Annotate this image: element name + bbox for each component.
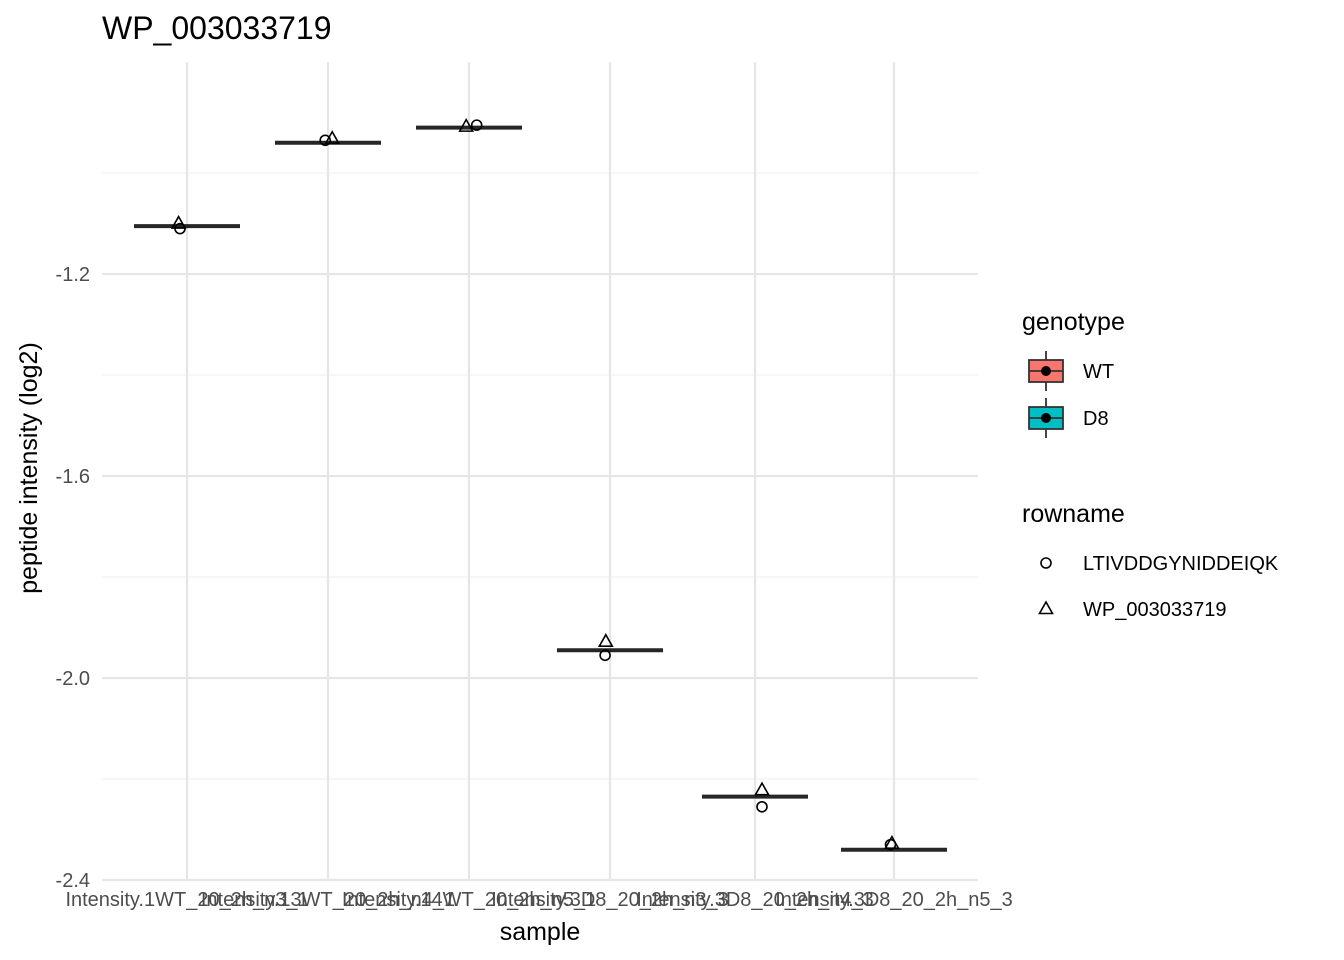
point-circle xyxy=(599,649,611,662)
x-tick-label: Intensity.3D8_20_2h_n3_3 xyxy=(491,889,729,911)
legend-genotype: genotype WT D8 xyxy=(1022,308,1125,438)
grid xyxy=(102,62,978,882)
y-tick-label: -2.0 xyxy=(56,668,90,690)
legend-key-triangle xyxy=(1038,600,1054,615)
legend-title: genotype xyxy=(1022,308,1125,336)
point-triangle xyxy=(754,781,770,796)
legend-label: LTIVDDGYNIDDEIQK xyxy=(1083,553,1279,575)
chart-title: WP_003033719 xyxy=(102,10,332,46)
y-tick-label: -2.4 xyxy=(56,870,90,892)
legend-rowname: rowname LTIVDDGYNIDDEIQK WP_003033719 xyxy=(1022,500,1279,621)
y-axis-title: peptide intensity (log2) xyxy=(15,342,43,594)
x-axis-title: sample xyxy=(500,918,581,946)
legend-key-dot xyxy=(1041,366,1051,376)
point-triangle xyxy=(884,835,900,849)
y-tick-label: -1.2 xyxy=(56,264,90,286)
legend-label: WT xyxy=(1083,361,1114,383)
legend-title: rowname xyxy=(1022,500,1125,528)
x-tick-label: Intensity.13WT_20_2h_n4_1 xyxy=(201,889,455,911)
y-tick-label: -1.6 xyxy=(56,466,90,488)
point-circle xyxy=(756,800,768,813)
point-triangle xyxy=(597,633,614,647)
x-tick-label: Intensity.1WT_20_2h_n3_1 xyxy=(65,889,308,911)
x-axis-ticks: Intensity.1WT_20_2h_n3_1Intensity.13WT_2… xyxy=(65,889,1012,911)
x-tick-label: Intensity.3D8_20_2h_n4_3 xyxy=(636,889,874,911)
x-tick-label: Intensity.3D8_20_2h_n5_3 xyxy=(775,889,1013,911)
point-circle xyxy=(319,134,332,147)
point-triangle xyxy=(170,214,187,229)
legend-key-circle xyxy=(1040,557,1052,569)
boxes xyxy=(134,125,947,852)
legend-key-dot xyxy=(1041,413,1051,423)
legend-label: WP_003033719 xyxy=(1083,599,1226,621)
point-triangle xyxy=(458,118,475,132)
legend-label: D8 xyxy=(1083,408,1109,430)
y-axis-ticks: -1.2 -1.6 -2.0 -2.4 xyxy=(56,264,90,892)
point-triangle xyxy=(324,130,341,145)
x-tick-label: Intensity.14WT_20_2h_n5_1 xyxy=(342,889,596,911)
points xyxy=(170,118,900,851)
point-circle xyxy=(470,119,483,131)
